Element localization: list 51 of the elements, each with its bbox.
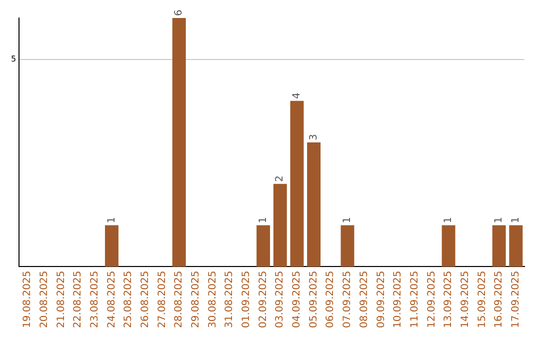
x-tick-label: 29.08.2025 bbox=[190, 270, 202, 328]
bar bbox=[273, 184, 287, 267]
x-tick-label: 28.08.2025 bbox=[174, 270, 185, 328]
x-tick-label: 21.08.2025 bbox=[56, 270, 67, 328]
bar bbox=[509, 225, 523, 267]
x-tick-label: 23.08.2025 bbox=[89, 270, 100, 328]
bar bbox=[492, 225, 506, 267]
bar bbox=[104, 225, 118, 267]
x-tick-label: 03.09.2025 bbox=[274, 270, 286, 328]
data-label: 1 bbox=[342, 216, 354, 224]
x-tick-label: 30.08.2025 bbox=[207, 270, 218, 328]
x-tick-label: 10.09.2025 bbox=[392, 270, 404, 328]
data-label: 1 bbox=[494, 216, 505, 224]
x-tick-label: 15.09.2025 bbox=[476, 270, 488, 328]
data-label: 6 bbox=[174, 10, 185, 16]
x-tick-label: 11.09.2025 bbox=[409, 270, 420, 328]
data-label: 1 bbox=[258, 216, 269, 224]
x-tick-label: 07.09.2025 bbox=[342, 270, 354, 328]
x-tick-label: 05.09.2025 bbox=[308, 270, 320, 328]
x-tick-label: 09.09.2025 bbox=[376, 270, 387, 328]
x-tick-label: 25.08.2025 bbox=[123, 270, 134, 328]
data-label: 1 bbox=[106, 216, 118, 224]
x-tick-label: 20.08.2025 bbox=[38, 270, 50, 328]
data-label: 1 bbox=[443, 216, 454, 224]
x-tick-label: 19.08.2025 bbox=[22, 270, 34, 328]
x-tick-label: 31.08.2025 bbox=[224, 270, 236, 328]
bar bbox=[172, 18, 186, 267]
bar bbox=[442, 225, 456, 267]
x-tick-label: 16.09.2025 bbox=[494, 270, 505, 328]
x-tick-label: 04.09.2025 bbox=[292, 270, 303, 328]
x-tick-label: 17.09.2025 bbox=[510, 270, 522, 328]
data-label: 4 bbox=[292, 92, 303, 99]
x-tick-label: 06.09.2025 bbox=[325, 270, 336, 328]
data-label: 3 bbox=[308, 134, 320, 140]
bar bbox=[290, 100, 304, 267]
x-tick-label: 13.09.2025 bbox=[443, 270, 454, 328]
x-tick-label: 24.08.2025 bbox=[106, 270, 118, 328]
x-tick-label: 26.08.2025 bbox=[140, 270, 151, 328]
x-tick-label: 22.08.2025 bbox=[72, 270, 84, 328]
x-tick-label: 14.09.2025 bbox=[460, 270, 471, 328]
bar bbox=[340, 225, 354, 267]
x-tick-label: 08.09.2025 bbox=[358, 270, 370, 328]
data-label: 1 bbox=[510, 216, 522, 224]
x-tick-label: 12.09.2025 bbox=[426, 270, 438, 328]
x-tick-label: 01.09.2025 bbox=[241, 270, 252, 328]
bar bbox=[307, 142, 321, 267]
bar bbox=[256, 225, 270, 267]
x-tick-label: 02.09.2025 bbox=[258, 270, 269, 328]
x-tick-label: 27.08.2025 bbox=[156, 270, 168, 328]
y-tick-label: 5 bbox=[10, 54, 16, 64]
data-label: 2 bbox=[274, 175, 286, 182]
